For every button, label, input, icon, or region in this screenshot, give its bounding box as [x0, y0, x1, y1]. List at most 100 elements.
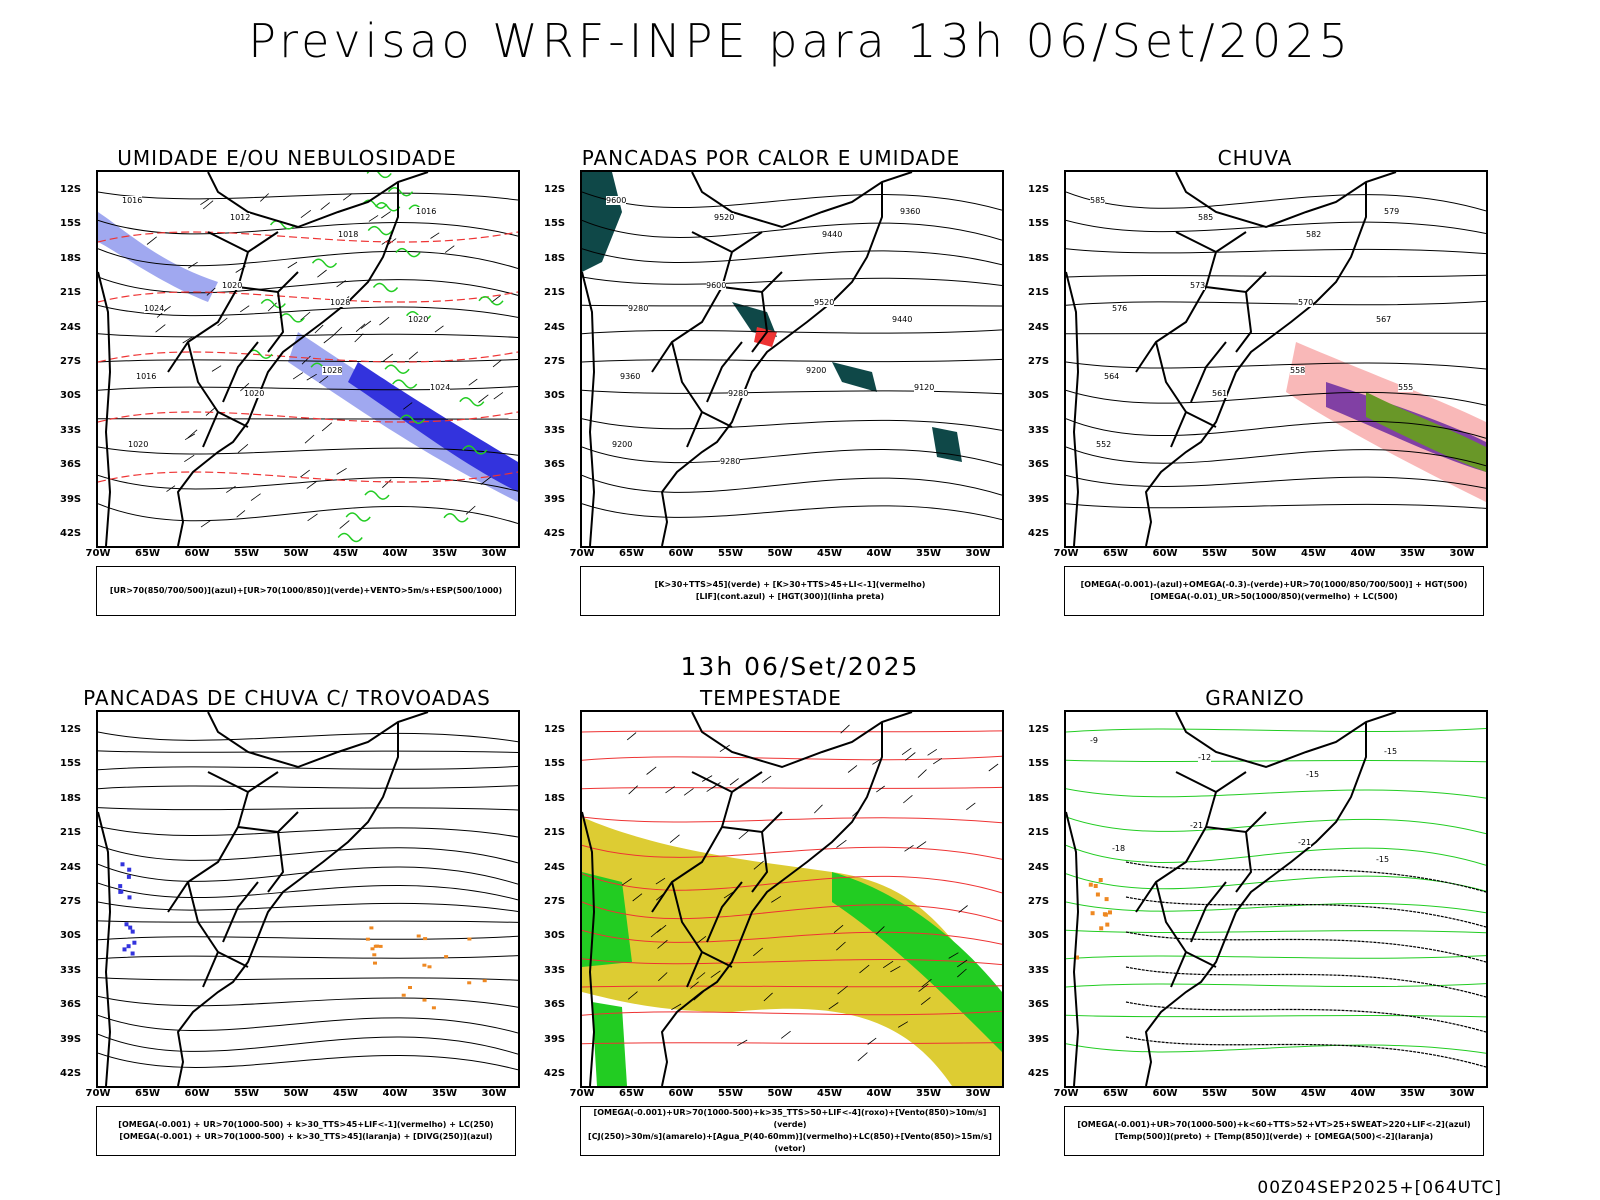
contour-value-label: 1024	[144, 304, 165, 313]
latitude-tick-label: 36S	[544, 459, 566, 471]
latitude-tick-label: 33S	[60, 964, 82, 976]
contour-value-label: 1028	[322, 366, 343, 375]
longitude-tick-label: 45W	[1301, 548, 1326, 559]
legend-line: [CJ(250)>30m/s](amarelo)+[Agua_P(40-60mm…	[588, 1132, 992, 1153]
contour-value-label: 9280	[720, 457, 741, 466]
latitude-tick-label: 15S	[60, 218, 82, 230]
longitude-tick-label: 55W	[718, 548, 743, 559]
legend-line: [OMEGA(-0.001) + UR>70(1000-500) + k>30_…	[118, 1120, 494, 1129]
latitude-tick-label: 33S	[1028, 424, 1050, 436]
latitude-tick-label: 42S	[544, 1068, 566, 1079]
latitude-tick-label: 33S	[1028, 964, 1050, 976]
legend-line: [Temp(500)](preto) + [Temp(850)](verde) …	[1114, 1132, 1434, 1141]
latitude-tick-label: 30S	[1028, 930, 1050, 942]
contour-value-label: 9120	[914, 383, 935, 392]
latitude-tick-label: 18S	[1028, 792, 1050, 804]
latitude-tick-label: 42S	[1028, 1068, 1050, 1079]
contour-value-label: 573	[1190, 281, 1206, 290]
panel-legend: [OMEGA(-0.001) + UR>70(1000-500) + k>30_…	[96, 1106, 516, 1156]
latitude-tick-label: 21S	[544, 287, 566, 299]
contour-value-label: 564	[1104, 372, 1120, 381]
latitude-tick-label: 15S	[1028, 218, 1050, 230]
longitude-tick-label: 50W	[283, 1088, 309, 1099]
forecast-panel: GRANIZO 12S 15S 18S 21S 24S 27S 30S 33S 36S 39S 42S…	[1020, 686, 1490, 1166]
contour-value-label: 1020	[244, 389, 265, 398]
contour-value-label: -12	[1198, 753, 1212, 762]
longitude-tick-label: 70W	[1053, 548, 1079, 559]
latitude-tick-label: 42S	[60, 528, 82, 539]
contour-value-label: 1018	[338, 230, 359, 239]
longitude-tick-label: 35W	[916, 548, 941, 559]
forecast-map	[1064, 710, 1488, 1088]
latitude-tick-label: 30S	[544, 390, 566, 402]
latitude-tick-label: 18S	[544, 252, 566, 264]
legend-line: [OMEGA(-0.01)_UR>50(1000/850)(vermelho) …	[1150, 592, 1398, 601]
longitude-tick-label: 30W	[1449, 1088, 1475, 1099]
contour-value-label: 555	[1398, 383, 1414, 392]
contour-value-label: 1012	[230, 213, 251, 222]
longitude-tick-label: 45W	[817, 548, 842, 559]
contour-value-label: 9520	[814, 298, 835, 307]
forecast-panel: PANCADAS POR CALOR E UMIDADE 12S 15S 18S 21S…	[536, 146, 1006, 626]
longitude-tick-label: 65W	[619, 548, 644, 559]
forecast-panel: CHUVA 12S 15S 18S 21S 24S 27S 30S 33S 36S 39S 42S 70…	[1020, 146, 1490, 626]
latitude-tick-label: 39S	[544, 1033, 566, 1045]
contour-value-label: 9360	[620, 372, 641, 381]
longitude-tick-label: 30W	[965, 1088, 991, 1099]
longitude-tick-label: 55W	[1202, 1088, 1227, 1099]
latitude-tick-label: 21S	[60, 827, 82, 839]
longitude-tick-label: 50W	[767, 548, 793, 559]
longitude-tick-label: 45W	[817, 1088, 842, 1099]
latitude-tick-label: 36S	[1028, 459, 1050, 471]
latitude-tick-label: 18S	[1028, 252, 1050, 264]
main-title: Previsao WRF-INPE para 13h 06/Set/2025	[248, 14, 1352, 68]
contour-value-label: 1016	[136, 372, 157, 381]
longitude-tick-label: 70W	[85, 548, 111, 559]
forecast-map	[96, 170, 520, 548]
longitude-tick-label: 60W	[184, 548, 210, 559]
contour-value-label: 1020	[222, 281, 243, 290]
contour-value-label: 1028	[330, 298, 351, 307]
forecast-panel: UMIDADE E/OU NEBULOSIDADE 12S 15S 18S 21S 24S…	[52, 146, 522, 626]
latitude-tick-label: 39S	[1028, 1033, 1050, 1045]
contour-value-label: 9440	[822, 230, 843, 239]
contour-value-label: -15	[1376, 855, 1390, 864]
legend-line: [OMEGA(-0.001) + UR>70(1000-500) + k>30_…	[119, 1132, 493, 1141]
contour-value-label: 1020	[408, 315, 429, 324]
latitude-tick-label: 12S	[544, 184, 566, 195]
latitude-tick-label: 18S	[60, 252, 82, 264]
panel-legend: [UR>70(850/700/500)](azul)+[UR>70(1000/8…	[96, 566, 516, 616]
latitude-tick-label: 27S	[1028, 356, 1050, 367]
mid-date-label: 13h 06/Set/2025	[680, 652, 920, 681]
longitude-tick-label: 45W	[333, 548, 358, 559]
latitude-tick-label: 33S	[60, 424, 82, 436]
panel-title: PANCADAS POR CALOR E UMIDADE	[581, 146, 961, 170]
longitude-tick-label: 40W	[1350, 548, 1376, 559]
longitude-tick-label: 40W	[382, 1088, 408, 1099]
forecast-map	[580, 170, 1004, 548]
contour-value-label: 9200	[612, 440, 633, 449]
forecast-map	[580, 710, 1004, 1088]
latitude-tick-label: 33S	[544, 424, 566, 436]
latitude-tick-label: 39S	[544, 493, 566, 505]
latitude-tick-label: 15S	[60, 758, 82, 770]
longitude-tick-label: 55W	[234, 548, 259, 559]
contour-value-label: 9520	[714, 213, 735, 222]
contour-value-label: 9280	[628, 304, 649, 313]
longitude-tick-label: 40W	[382, 548, 408, 559]
longitude-tick-label: 40W	[1350, 1088, 1376, 1099]
latitude-tick-label: 42S	[60, 1068, 82, 1079]
longitude-tick-label: 35W	[432, 1088, 457, 1099]
forecast-panel: PANCADAS DE CHUVA C/ TROVOADAS 12S 15S 18S 2…	[52, 686, 522, 1166]
legend-line: [OMEGA(-0.001)-(azul)+OMEGA(-0.3)-(verde…	[1080, 580, 1468, 589]
longitude-tick-label: 60W	[668, 548, 694, 559]
latitude-tick-label: 12S	[1028, 184, 1050, 195]
longitude-tick-label: 50W	[1251, 548, 1277, 559]
latitude-tick-label: 24S	[1028, 321, 1050, 333]
latitude-tick-label: 12S	[60, 724, 82, 735]
legend-line: [LIF](cont.azul) + [HGT(300)](linha pret…	[695, 592, 885, 601]
contour-value-label: -15	[1384, 747, 1398, 756]
longitude-tick-label: 65W	[135, 1088, 160, 1099]
forecast-map	[1064, 170, 1488, 548]
longitude-tick-label: 45W	[333, 1088, 358, 1099]
